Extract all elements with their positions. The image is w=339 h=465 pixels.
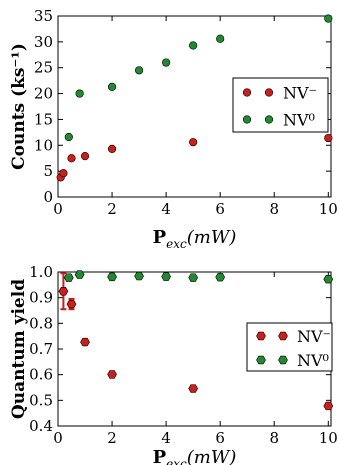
series-2 xyxy=(63,270,334,284)
data-point xyxy=(216,34,225,43)
data-point xyxy=(161,272,171,281)
data-point xyxy=(59,169,68,178)
x-tick-label: 2 xyxy=(107,429,117,447)
x-axis-label-sub: exc xyxy=(166,237,187,251)
legend-label: NV⁰ xyxy=(297,351,329,370)
data-point xyxy=(64,132,73,142)
x-tick-label: 10 xyxy=(319,429,338,447)
x-axis-label-unit: (mW) xyxy=(187,227,237,248)
y-tick-label: 0.4 xyxy=(29,417,53,435)
data-point xyxy=(80,152,90,161)
x-axis-label: Pexc(mW) xyxy=(153,227,237,251)
x-axis-label: Pexc(mW) xyxy=(153,447,237,465)
data-point xyxy=(134,271,144,281)
data-point xyxy=(58,287,69,296)
legend-marker xyxy=(278,331,288,341)
legend-marker xyxy=(242,115,252,124)
y-tick-label: 15 xyxy=(34,110,53,128)
legend-label: NV⁻ xyxy=(297,327,331,346)
data-point xyxy=(188,384,198,393)
y-tick-label: 0.8 xyxy=(29,314,53,332)
legend-marker xyxy=(256,331,266,341)
data-point xyxy=(107,82,117,91)
y-axis-label: Quantum yield xyxy=(9,279,29,419)
legend-label: NV⁻ xyxy=(283,84,317,103)
data-point xyxy=(323,401,334,411)
x-tick-label: 0 xyxy=(53,200,63,218)
legend-marker xyxy=(242,88,252,97)
x-tick-label: 0 xyxy=(53,429,63,447)
data-point xyxy=(74,270,85,279)
data-point xyxy=(107,370,117,379)
y-tick-label: 30 xyxy=(34,33,53,51)
y-tick-label: 0 xyxy=(43,188,53,206)
x-axis-label-main: P xyxy=(153,447,167,465)
y-tick-label: 35 xyxy=(34,7,53,25)
legend-marker xyxy=(278,355,288,365)
data-point xyxy=(162,58,171,67)
y-tick-label: 5 xyxy=(43,162,53,180)
x-tick-label: 4 xyxy=(161,429,171,447)
chart-panel-1: 0 2 4 6 8 10 0 5 10 15 20 25 30 35 Counts (ks⁻¹) Pexc(m… xyxy=(9,7,338,251)
data-point xyxy=(189,41,198,50)
x-axis-label-unit: (mW) xyxy=(187,447,237,465)
legend-label: NV⁰ xyxy=(283,111,315,130)
series-2 xyxy=(64,14,333,142)
y-tick-label: 1.0 xyxy=(29,263,53,281)
y-tick-label: 0.6 xyxy=(29,366,53,384)
legend-marker xyxy=(256,355,266,365)
plot-frame xyxy=(57,15,332,198)
y-tick-label: 0.7 xyxy=(29,340,53,358)
data-point xyxy=(66,299,77,309)
legend: NV⁻ NV⁰ xyxy=(246,322,333,372)
x-axis-label-main: P xyxy=(153,227,167,248)
x-tick-label: 8 xyxy=(269,200,279,218)
x-tick-label: 4 xyxy=(161,200,171,218)
x-tick-label: 10 xyxy=(319,200,338,218)
data-point xyxy=(324,133,333,143)
data-point xyxy=(324,14,333,23)
y-tick-label: 25 xyxy=(34,59,53,77)
y-axis-label: Counts (ks⁻¹) xyxy=(9,43,29,170)
x-tick-label: 2 xyxy=(107,200,117,218)
legend-marker xyxy=(264,115,274,124)
data-point xyxy=(63,273,74,282)
legend-marker xyxy=(264,88,274,97)
data-point xyxy=(75,89,84,98)
legend: NV⁻ NV⁰ xyxy=(232,77,329,133)
data-point xyxy=(189,138,198,147)
data-point xyxy=(107,144,117,154)
x-tick-label: 6 xyxy=(215,200,225,218)
x-tick-label: 8 xyxy=(269,429,279,447)
data-point xyxy=(188,273,198,282)
y-tick-label: 0.5 xyxy=(29,391,53,409)
data-point xyxy=(323,274,334,284)
y-tick-label: 0.9 xyxy=(29,289,53,307)
x-axis-label-sub: exc xyxy=(166,457,187,465)
data-point xyxy=(134,66,144,75)
data-point xyxy=(107,272,117,282)
x-tick-label: 6 xyxy=(215,429,225,447)
data-point xyxy=(67,154,76,163)
series-1 xyxy=(56,133,333,182)
y-tick-label: 10 xyxy=(34,136,53,154)
y-tick-label: 20 xyxy=(34,85,53,103)
data-point xyxy=(80,337,90,347)
data-point xyxy=(215,272,226,282)
series-1 xyxy=(58,272,334,411)
